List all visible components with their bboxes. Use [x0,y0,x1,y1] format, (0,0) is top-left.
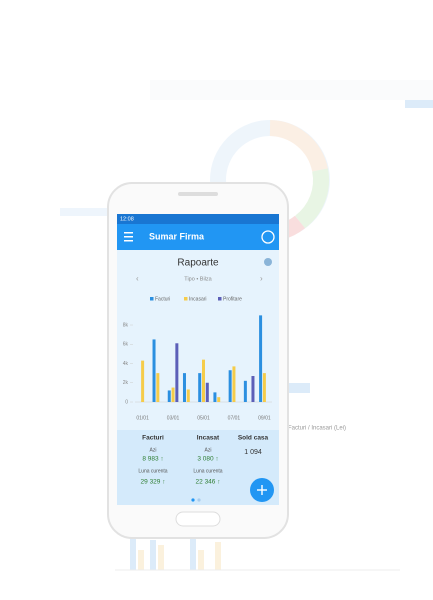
bg-toolbar [150,80,433,100]
bg-bar [198,550,204,570]
summary-label: Luna curenta [138,468,167,474]
bar [141,360,145,402]
bar [217,397,221,402]
bar [213,392,217,402]
bar [262,373,266,402]
summary-label: Luna curenta [193,468,222,474]
y-tick-label: 6k [123,342,129,348]
y-tick-label: 2k [123,380,129,386]
phone-speaker [178,192,218,196]
summary-title: Sold casa [238,435,269,442]
bg-button [405,100,433,108]
app-bar [117,224,279,250]
bar [251,376,255,402]
bg-panel [60,208,115,216]
bar [259,315,263,402]
bar [182,373,186,402]
status-time: 12:08 [120,216,134,222]
bg-chart-title: Facturi / Incasari (Lei) [288,426,346,432]
section-title: Rapoarte [177,258,219,269]
legend-label: Profitare [223,296,242,302]
phone-home-button [175,511,221,527]
bg-bar [150,540,156,570]
bar [175,343,179,402]
fab-icon [261,485,263,495]
settings-icon[interactable] [264,258,272,266]
bg-bar [130,535,136,570]
bg-bar [158,545,164,570]
summary-label: Azi [150,447,157,453]
x-tick-label: 07/01 [228,415,241,421]
legend-swatch [184,297,188,301]
menu-line [124,236,133,238]
summary-value: 8 983 ↑ [142,456,163,463]
legend-label: Incasari [189,296,207,302]
summary: Facturi Azi 8 983 ↑ Luna curenta 29 329 ↑ Inc… [138,435,268,486]
summary-value: 3 080 ↑ [197,456,218,463]
summary-value: 22 346 ↑ [196,479,221,486]
bar [243,380,247,402]
bar [156,373,160,402]
summary-value: 29 329 ↑ [141,479,166,486]
summary-title: Incasat [197,435,220,442]
legend-swatch [150,297,154,301]
page-dot[interactable] [191,498,195,502]
summary-title: Facturi [142,435,164,442]
summary-label: Azi [205,447,212,453]
info-button[interactable] [261,230,275,244]
bar [171,387,175,402]
page-dot[interactable] [197,498,201,502]
bar [167,390,171,402]
menu-icon[interactable] [124,232,133,242]
app-title: Sumar Firma [149,231,205,241]
y-tick-label: 8k [123,322,129,328]
y-tick-label: 0 [125,399,128,405]
bar [202,359,205,402]
bg-bar [190,538,196,570]
status-bar [117,214,279,224]
section-subtitle: Tipo • Bilza [184,276,212,282]
legend-label: Facturi [155,296,170,302]
menu-line [124,232,133,234]
bar [205,382,209,402]
bg-bar [215,542,221,570]
x-tick-label: 05/01 [197,415,210,421]
legend-swatch [218,297,222,301]
next-arrow[interactable]: › [260,274,263,283]
bar [152,339,156,402]
bar [186,389,190,402]
bg-bar [138,550,144,570]
chart: Facturi Incasari Profitare 0 2k 4k 6k 8k 01/01 03… [123,296,272,421]
x-tick-label: 03/01 [167,415,180,421]
x-tick-label: 01/01 [136,415,149,421]
prev-arrow[interactable]: ‹ [136,274,139,283]
bg-donut [269,120,328,172]
bar [198,373,202,402]
bar [232,366,236,402]
bar [228,370,232,402]
bg-button [285,383,310,393]
summary-value: 1 094 [244,449,262,456]
bg-donut [294,168,329,229]
y-tick-label: 4k [123,361,129,367]
x-tick-label: 09/01 [258,415,271,421]
menu-line [124,240,133,242]
